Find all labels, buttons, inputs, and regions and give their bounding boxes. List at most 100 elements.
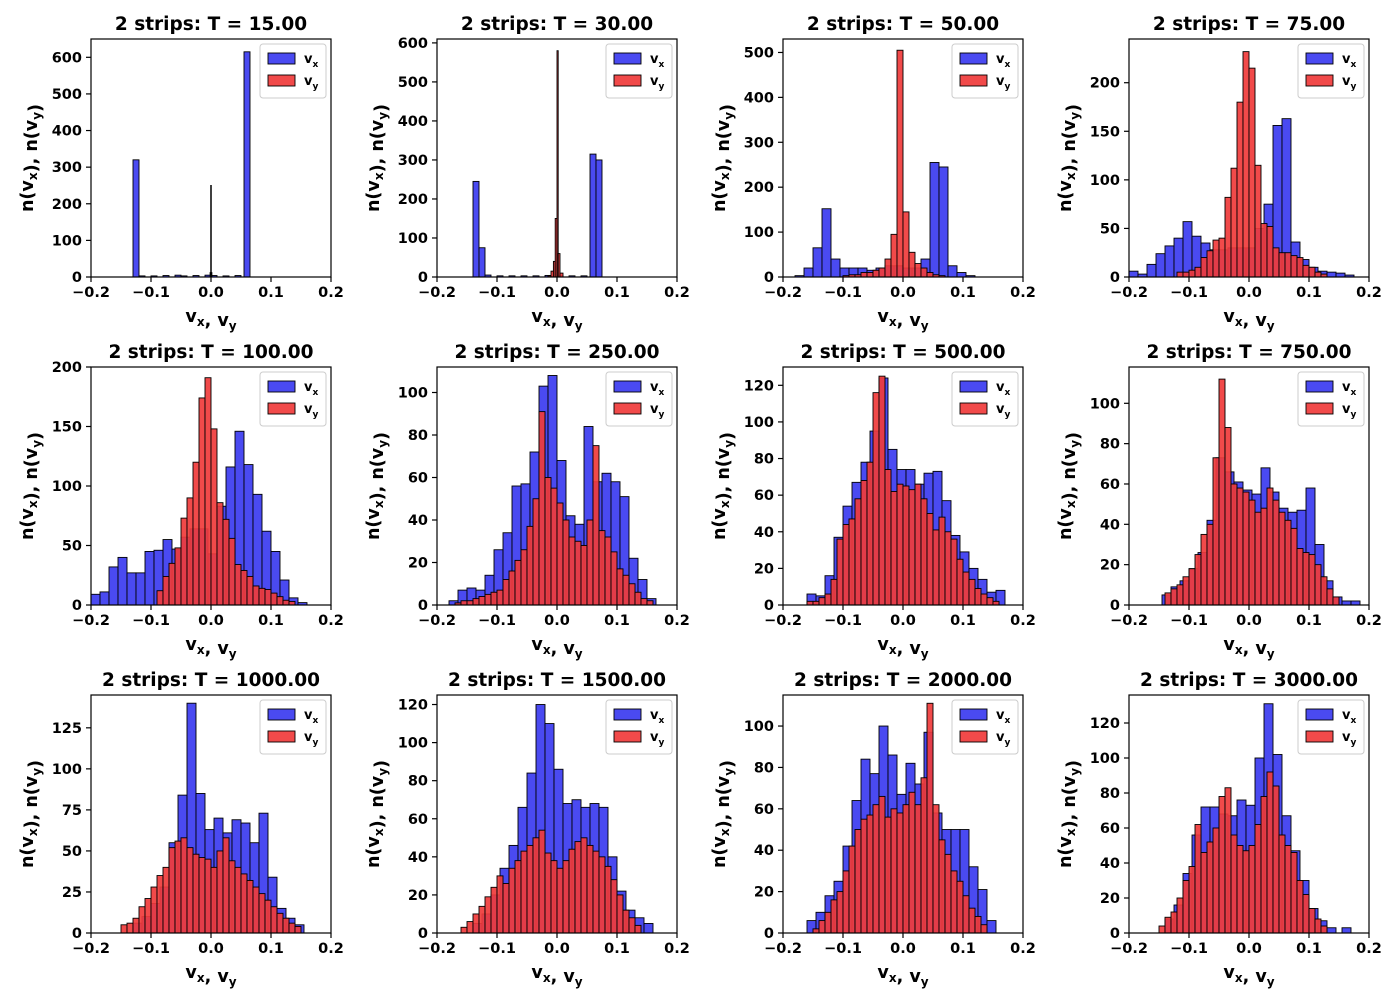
- subplot-title: 2 strips: T = 750.00: [1146, 342, 1351, 363]
- bar-vy: [180, 517, 188, 605]
- y-tick-label: 40: [754, 843, 774, 859]
- bar-vx: [619, 496, 630, 605]
- bar-vy: [944, 531, 952, 605]
- bar-vy: [562, 860, 570, 933]
- bar-vy: [156, 875, 164, 933]
- y-tick-label: 20: [408, 556, 428, 572]
- bar-vx: [1341, 927, 1352, 933]
- bar-vy: [1164, 592, 1172, 605]
- x-tick-label: 0.2: [318, 941, 344, 957]
- y-axis-label: n(vx), n(vy): [18, 760, 46, 868]
- bar-vy: [168, 847, 176, 933]
- bar-vy: [878, 375, 886, 605]
- series-vy: [806, 375, 1000, 605]
- bar-vy: [628, 583, 636, 605]
- x-tick-label: −0.1: [824, 285, 862, 301]
- bar-vy: [854, 829, 862, 933]
- legend-swatch-vy: [267, 730, 296, 743]
- legend-label-vx: vx: [650, 380, 664, 398]
- bar-vy: [622, 909, 630, 933]
- y-axis-label: n(vx), n(vy): [710, 760, 738, 868]
- bar-vy: [1314, 564, 1322, 605]
- bar-vy: [1296, 257, 1304, 277]
- subplot-title: 2 strips: T = 250.00: [454, 342, 659, 363]
- bar-vy: [490, 591, 498, 605]
- subplot-9: −0.2 −0.1 0.0 0.1 0.2 0 25 50 75 100 125 2 strips: …: [18, 670, 344, 989]
- subplot-title: 2 strips: T = 100.00: [108, 342, 313, 363]
- y-tick-label: 200: [52, 197, 82, 213]
- y-tick-label: 60: [1100, 477, 1120, 493]
- x-tick-label: 0.2: [1010, 613, 1036, 629]
- x-axis-label: vx, vy: [185, 635, 236, 661]
- subplot-title: 2 strips: T = 500.00: [800, 342, 1005, 363]
- y-tick-label: 40: [754, 525, 774, 541]
- legend-label-vx: vx: [1342, 52, 1356, 70]
- y-tick-label: 0: [418, 270, 428, 286]
- y-tick-label: 75: [62, 803, 82, 819]
- x-tick-label: 0.1: [950, 613, 976, 629]
- bar-vy: [980, 593, 988, 605]
- bar-vx: [472, 180, 480, 277]
- bar-vx: [956, 272, 967, 277]
- bar-vy: [210, 272, 213, 277]
- bar-vy: [926, 272, 934, 277]
- bar-vx: [965, 275, 976, 277]
- legend-swatch-vy: [959, 74, 988, 87]
- bar-vy: [1218, 796, 1226, 933]
- subplot-title: 2 strips: T = 75.00: [1153, 14, 1345, 35]
- bar-vy: [216, 502, 224, 605]
- legend-label-vy: vy: [996, 730, 1010, 748]
- bar-vy: [610, 879, 618, 933]
- bar-vy: [878, 795, 886, 933]
- x-tick-label: 0.1: [258, 613, 284, 629]
- legend-swatch-vx: [267, 708, 296, 721]
- subplot-title: 2 strips: T = 1500.00: [448, 670, 666, 691]
- bar-vy: [628, 917, 636, 933]
- x-tick-label: 0.1: [1296, 941, 1322, 957]
- x-axis-label: vx, vy: [185, 963, 236, 989]
- y-tick-label: 0: [418, 926, 428, 942]
- subplot-1: −0.2 −0.1 0.0 0.1 0.2 0 100 200 300 400 500 600 2 st…: [18, 14, 344, 333]
- bar-vy: [860, 480, 868, 605]
- bar-vy: [830, 578, 838, 605]
- series-vy: [1158, 771, 1328, 933]
- bar-vy: [974, 588, 982, 605]
- y-tick-label: 500: [398, 75, 428, 91]
- bar-vy: [1278, 252, 1286, 277]
- bar-vy: [264, 899, 272, 933]
- y-tick-label: 100: [744, 719, 774, 735]
- x-tick-label: 0.1: [258, 285, 284, 301]
- y-axis-label: n(vx), n(vy): [18, 104, 46, 212]
- x-tick-label: −0.2: [72, 613, 110, 629]
- bar-vy: [1170, 588, 1178, 605]
- bar-vy: [120, 924, 128, 933]
- bar-vy: [502, 883, 510, 933]
- bar-vy: [1194, 266, 1202, 277]
- bar-vy: [598, 856, 606, 933]
- bar-vy: [634, 591, 642, 605]
- bar-vy: [1314, 918, 1322, 933]
- legend-swatch-vx: [1305, 380, 1334, 393]
- legend-label-vx: vx: [996, 52, 1010, 70]
- bar-vy: [1302, 894, 1310, 933]
- bar-vy: [240, 570, 248, 605]
- y-tick-label: 600: [52, 50, 82, 66]
- bar-vy: [860, 272, 868, 277]
- bar-vy: [162, 866, 170, 933]
- bar-vy: [186, 847, 194, 933]
- x-axis-label: vx, vy: [531, 963, 582, 989]
- x-tick-label: −0.1: [478, 941, 516, 957]
- x-tick-label: 0.1: [950, 285, 976, 301]
- bar-vy: [276, 596, 284, 605]
- bar-vx: [117, 556, 128, 605]
- bar-vy: [902, 804, 910, 933]
- bar-vy: [544, 852, 552, 933]
- x-tick-label: 0.1: [604, 613, 630, 629]
- bar-vx: [947, 265, 958, 277]
- y-tick-label: 150: [52, 420, 82, 436]
- y-tick-label: 80: [1100, 786, 1120, 802]
- series-vy: [454, 411, 654, 605]
- bar-vy: [1188, 568, 1196, 605]
- bar-vy: [908, 251, 916, 277]
- y-tick-label: 200: [744, 180, 774, 196]
